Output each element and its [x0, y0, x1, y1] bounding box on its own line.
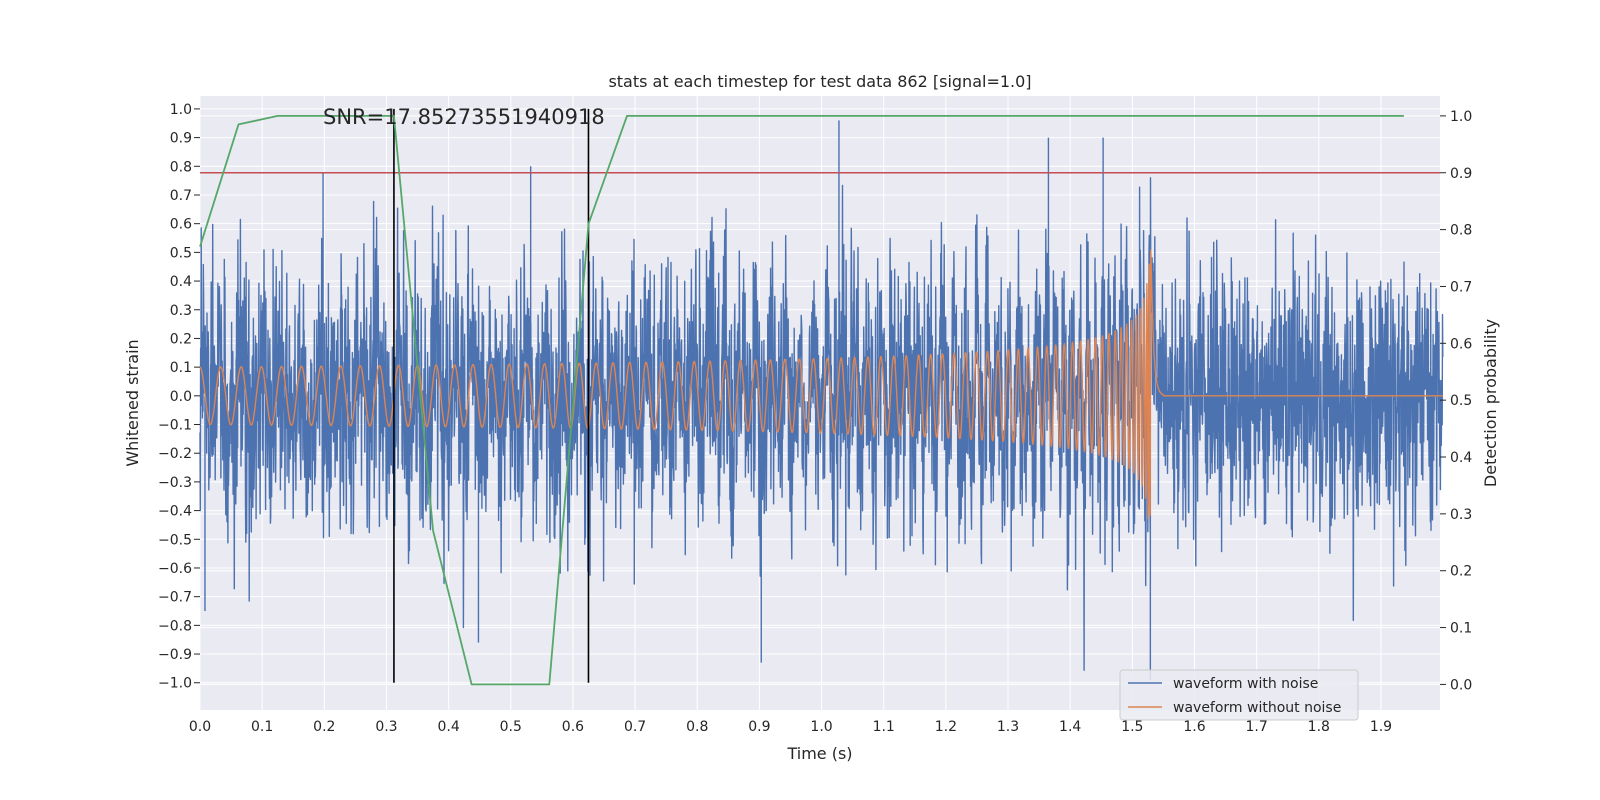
x-axis-label: Time (s) — [786, 744, 852, 763]
y2-tick-label: 0.4 — [1450, 450, 1472, 466]
clean-waveform-line — [199, 249, 1444, 519]
snr-annotation: SNR=17.85273551940918 — [323, 105, 605, 129]
y-tick-label: −0.9 — [158, 647, 192, 663]
x-tick-label: 0.5 — [500, 719, 522, 735]
y-tick-label: −0.7 — [158, 590, 192, 606]
y-tick-label: −0.3 — [158, 475, 192, 491]
x-tick-label: 1.2 — [935, 719, 957, 735]
series-layer — [199, 108, 1444, 686]
y-tick-label: 0.5 — [170, 245, 192, 261]
y-tick-label: 0.2 — [170, 331, 192, 347]
y-tick-label: 0.1 — [170, 360, 192, 376]
y-tick-label: 0.3 — [170, 303, 192, 319]
x-tick-label: 0.1 — [251, 719, 273, 735]
y-tick-label: −0.6 — [158, 561, 192, 577]
y-tick-label: 0.8 — [170, 159, 192, 175]
y-tick-label: −0.1 — [158, 418, 192, 434]
x-tick-label: 1.3 — [997, 719, 1019, 735]
legend-box — [1119, 669, 1359, 721]
x-tick-label: 1.8 — [1308, 719, 1330, 735]
x-tick-label: 0.6 — [562, 719, 584, 735]
x-tick-label: 0.9 — [748, 719, 770, 735]
y2-tick-label: 0.2 — [1450, 564, 1472, 580]
y2-tick-label: 0.7 — [1450, 279, 1472, 295]
y-tick-label: 1.0 — [170, 102, 192, 118]
y2-tick-label: 0.6 — [1450, 336, 1472, 352]
legend: waveform with noise waveform without noi… — [1119, 669, 1359, 721]
x-tick-label: 1.1 — [873, 719, 895, 735]
y-axis-label: Whitened strain — [123, 339, 142, 466]
y-tick-label: 0.7 — [170, 188, 192, 204]
y-tick-label: 0.9 — [170, 131, 192, 147]
detection-probability-line — [199, 115, 1404, 686]
y-tick-label: −0.8 — [158, 618, 192, 634]
y2-tick-label: 1.0 — [1450, 109, 1472, 125]
noisy-waveform-line — [199, 177, 1444, 671]
x-tick-label: 1.0 — [810, 719, 832, 735]
x-tick-label: 0.4 — [437, 719, 459, 735]
y2-tick-label: 0.8 — [1450, 223, 1472, 239]
y2-tick-label: 0.1 — [1450, 621, 1472, 637]
x-tick-label: 1.5 — [1121, 719, 1143, 735]
y2-axis-label: Detection probability — [1481, 319, 1500, 487]
x-tick-label: 0.3 — [375, 719, 397, 735]
x-tick-label: 0.0 — [189, 719, 211, 735]
x-tick-label: 0.2 — [313, 719, 335, 735]
ticks-layer: 0.0 0.1 0.2 0.3 0.4 0.5 0.6 0.7 0.8 0.9 1.0 1.1 1.2 1… — [158, 102, 1472, 735]
x-tick-label: 1.9 — [1370, 719, 1392, 735]
y-tick-label: 0.6 — [170, 217, 192, 233]
y2-tick-label: 0.9 — [1450, 166, 1472, 182]
x-tick-label: 0.7 — [624, 719, 646, 735]
y2-tick-label: 0.5 — [1450, 393, 1472, 409]
y-tick-label: 0.4 — [170, 274, 192, 290]
legend-label-clean: waveform without noise — [1173, 700, 1341, 716]
y-tick-label: −0.4 — [158, 504, 192, 520]
y-tick-label: 0.0 — [170, 389, 192, 405]
y-tick-label: −1.0 — [158, 676, 192, 692]
y2-tick-label: 0.0 — [1450, 677, 1472, 693]
y-tick-label: −0.5 — [158, 532, 192, 548]
y2-tick-label: 0.3 — [1450, 507, 1472, 523]
y-tick-label: −0.2 — [158, 446, 192, 462]
x-tick-label: 0.8 — [686, 719, 708, 735]
x-tick-label: 1.7 — [1246, 719, 1268, 735]
x-tick-label: 1.6 — [1183, 719, 1205, 735]
legend-label-noisy: waveform with noise — [1173, 676, 1318, 692]
x-tick-label: 1.4 — [1059, 719, 1081, 735]
chart-title: stats at each timestep for test data 862… — [608, 72, 1031, 91]
